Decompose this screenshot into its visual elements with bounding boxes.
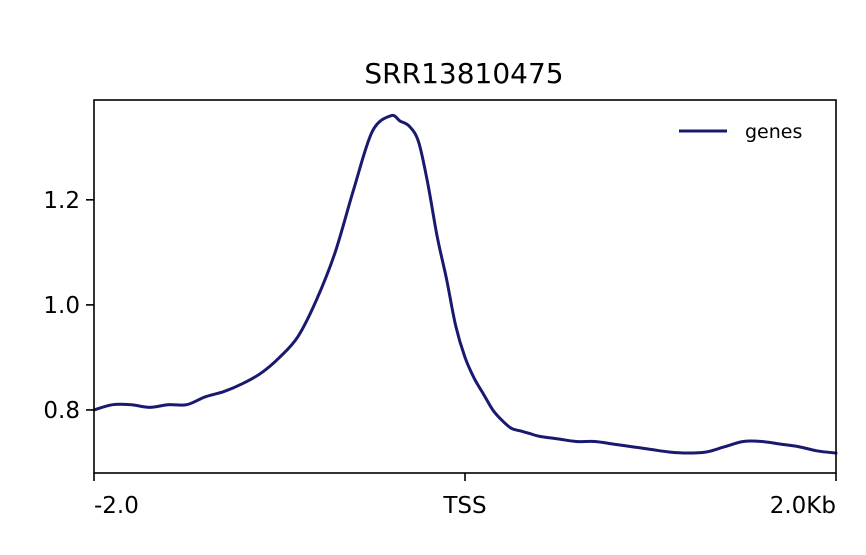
y-tick-label: 1.2 bbox=[43, 188, 80, 214]
legend-label-genes: genes bbox=[745, 121, 802, 143]
x-tick-label: TSS bbox=[442, 493, 486, 519]
x-tick-label: 2.0Kb bbox=[770, 493, 836, 519]
x-tick-label: -2.0 bbox=[94, 493, 139, 519]
y-tick-label: 0.8 bbox=[43, 398, 80, 424]
series-line-genes bbox=[92, 113, 838, 455]
legend: genes bbox=[679, 121, 802, 143]
axis-ticks: 0.8 1.0 1.2 -2.0 TSS 2.0Kb bbox=[43, 188, 837, 519]
plot-frame bbox=[93, 99, 837, 474]
chart-title: SRR13810475 bbox=[364, 57, 563, 90]
y-tick-label: 1.0 bbox=[43, 293, 80, 319]
